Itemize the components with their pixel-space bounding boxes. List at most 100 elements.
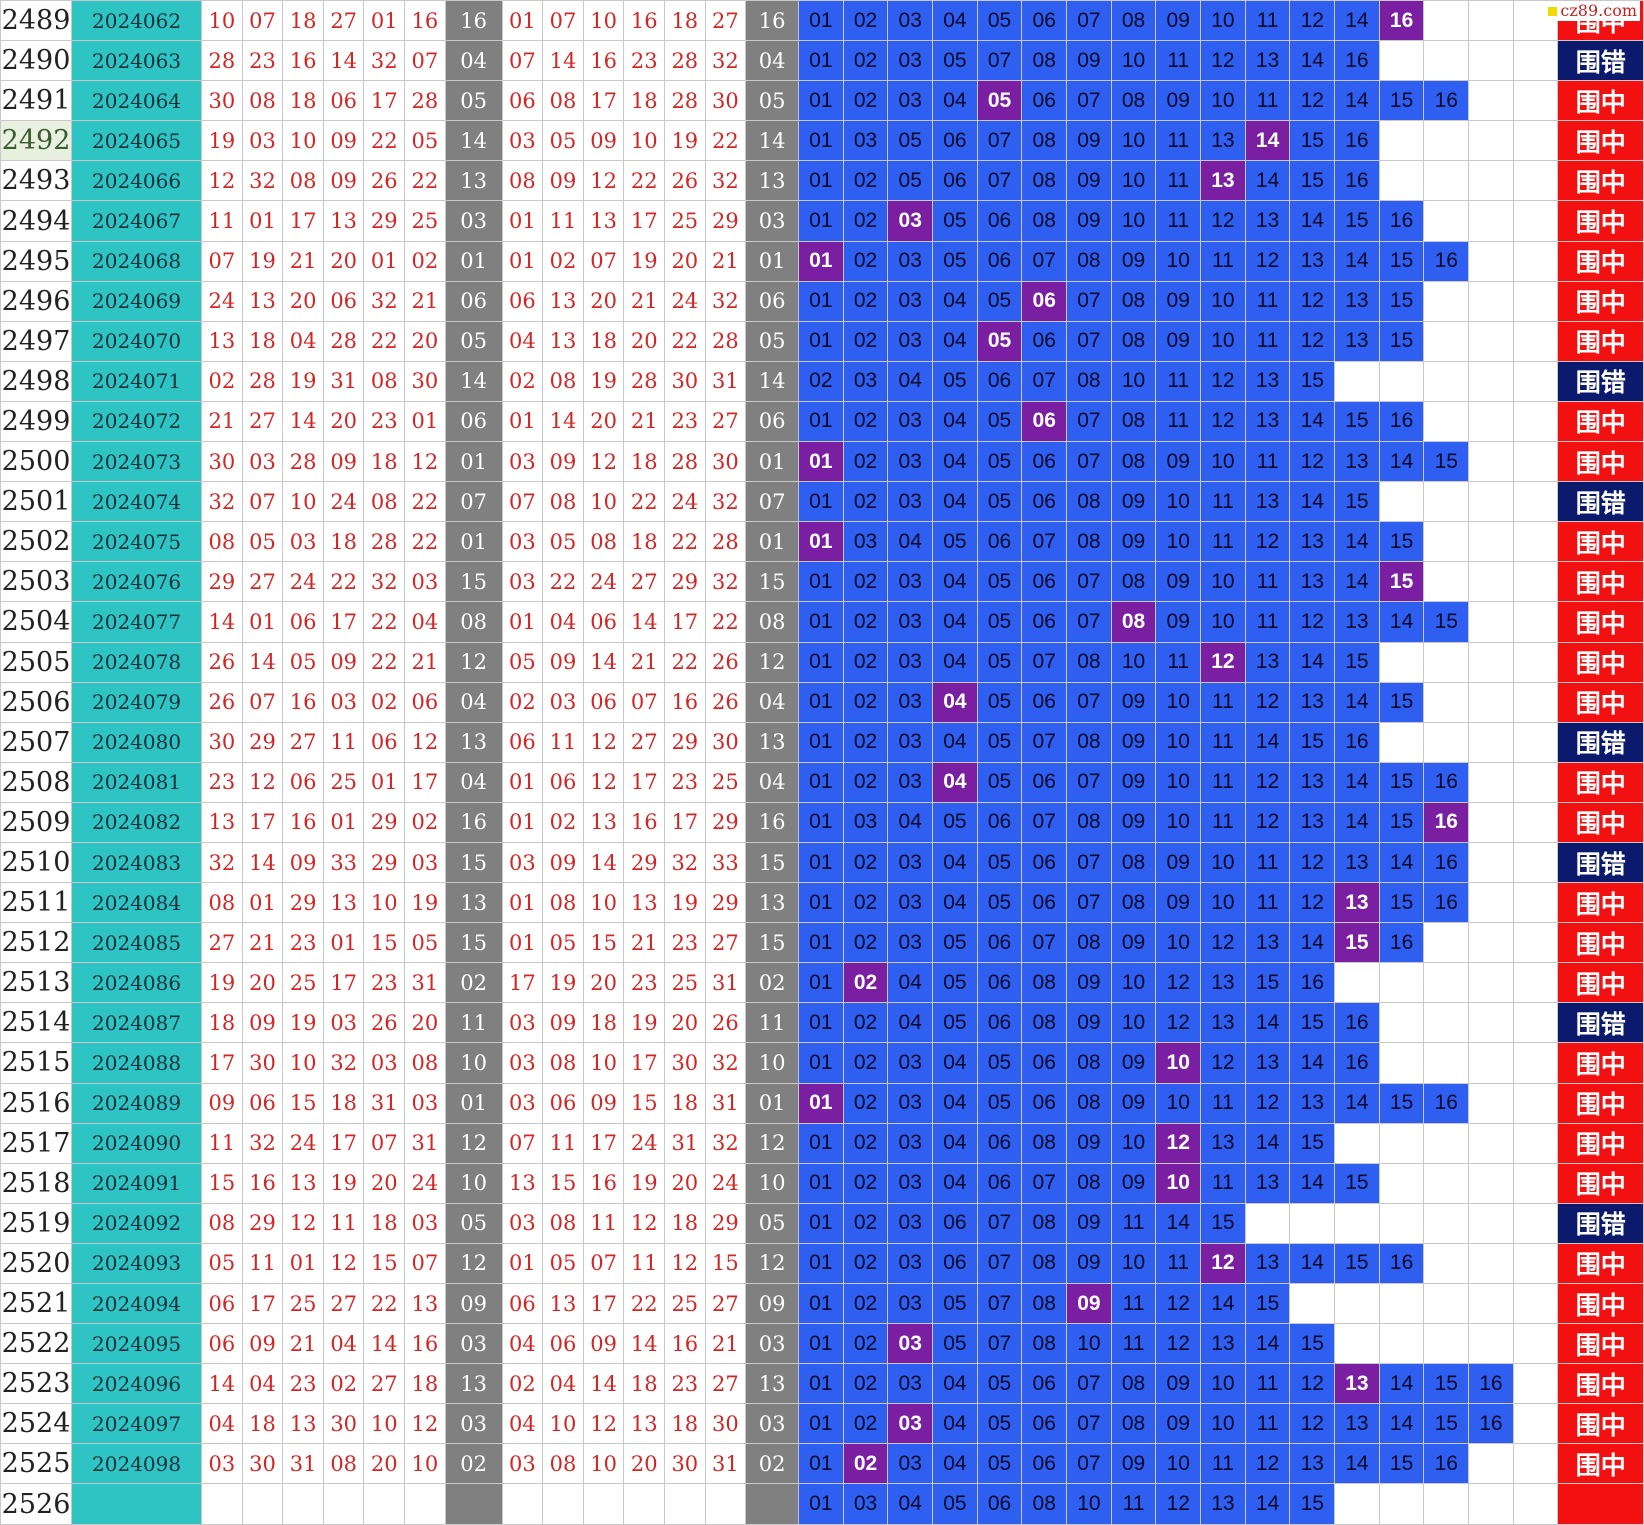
sorted-number-cell[interactable] — [542, 1483, 584, 1525]
empty-cell[interactable] — [1512, 160, 1559, 202]
sorted-number-cell[interactable]: 18 — [623, 441, 665, 483]
candidate-cell[interactable]: 07 — [1021, 240, 1068, 282]
draw-number-cell[interactable]: 02 — [404, 801, 446, 843]
candidate-cell[interactable]: 05 — [932, 240, 978, 282]
sorted-number-cell[interactable]: 32 — [704, 40, 747, 82]
empty-cell[interactable] — [1334, 962, 1380, 1004]
candidate-cell[interactable]: 06 — [1021, 80, 1068, 122]
candidate-cell[interactable]: 07 — [1066, 1363, 1112, 1405]
empty-cell[interactable] — [1468, 1162, 1514, 1204]
candidate-cell[interactable]: 08 — [1021, 200, 1068, 242]
sorted-number-cell[interactable]: 09 — [542, 1002, 584, 1044]
draw-number-cell[interactable]: 03 — [241, 441, 284, 483]
candidate-cell[interactable]: 04 — [932, 1082, 978, 1124]
candidate-cell[interactable]: 10 — [1200, 280, 1246, 322]
candidate-cell[interactable]: 15 — [1200, 1202, 1246, 1244]
empty-cell[interactable] — [1423, 360, 1470, 402]
candidate-cell[interactable]: 07 — [1021, 641, 1068, 683]
result-win-badge[interactable]: 围中 — [1557, 761, 1644, 803]
sorted-number-cell[interactable]: 13 — [623, 882, 665, 924]
draw-number-cell[interactable]: 22 — [363, 120, 406, 162]
empty-cell[interactable] — [1423, 400, 1470, 443]
candidate-cell[interactable]: 02 — [842, 761, 889, 803]
empty-cell[interactable] — [1512, 240, 1559, 282]
candidate-cell[interactable]: 06 — [976, 1002, 1023, 1044]
draw-number-cell[interactable]: 01 — [282, 1242, 324, 1285]
sorted-number-cell[interactable]: 09 — [582, 120, 625, 162]
candidate-cell[interactable]: 12 — [1200, 922, 1246, 964]
sorted-number-cell[interactable]: 20 — [623, 320, 665, 362]
candidate-cell[interactable]: 01 — [798, 1042, 844, 1084]
blue-ball-repeat-cell[interactable]: 03 — [745, 1323, 800, 1365]
sorted-number-cell[interactable]: 21 — [623, 400, 665, 443]
draw-number-cell[interactable]: 01 — [404, 400, 446, 443]
sorted-number-cell[interactable]: 13 — [582, 801, 625, 843]
sorted-number-cell[interactable]: 03 — [501, 120, 544, 162]
draw-number-cell[interactable]: 27 — [241, 400, 284, 443]
sorted-number-cell[interactable]: 18 — [623, 521, 665, 563]
row-number[interactable]: 2491 — [0, 80, 73, 122]
candidate-cell[interactable]: 13 — [1200, 1122, 1246, 1164]
draw-number-cell[interactable]: 10 — [282, 120, 324, 162]
blue-ball-cell[interactable]: 01 — [444, 1082, 503, 1124]
candidate-cell[interactable]: 07 — [1021, 521, 1068, 563]
sorted-number-cell[interactable]: 32 — [704, 1042, 747, 1084]
candidate-cell[interactable]: 12 — [1289, 882, 1336, 924]
candidate-cell[interactable]: 15 — [1378, 882, 1425, 924]
candidate-cell[interactable]: 08 — [1021, 962, 1068, 1004]
row-number[interactable]: 2505 — [0, 641, 73, 683]
sorted-number-cell[interactable]: 26 — [704, 641, 747, 683]
candidate-cell[interactable]: 11 — [1244, 841, 1291, 884]
draw-number-cell[interactable]: 18 — [404, 1363, 446, 1405]
draw-number-cell[interactable]: 20 — [363, 1443, 406, 1485]
draw-number-cell[interactable]: 08 — [363, 481, 406, 523]
candidate-cell[interactable]: 07 — [1021, 801, 1068, 843]
sorted-number-cell[interactable]: 08 — [542, 1042, 584, 1084]
candidate-cell[interactable]: 12 — [1289, 280, 1336, 322]
candidate-cell[interactable]: 12 — [1200, 1042, 1246, 1084]
candidate-cell[interactable]: 06 — [976, 200, 1023, 242]
candidate-cell[interactable]: 09 — [1066, 200, 1112, 242]
draw-number-cell[interactable]: 10 — [282, 1042, 324, 1084]
result-miss-badge[interactable]: 围错 — [1557, 721, 1644, 763]
candidate-cell[interactable]: 02 — [842, 1002, 889, 1044]
result-win-badge[interactable]: 围中 — [1557, 1282, 1644, 1325]
result-miss-badge[interactable]: 围错 — [1557, 841, 1644, 884]
sorted-number-cell[interactable]: 22 — [704, 120, 747, 162]
empty-cell[interactable] — [1423, 641, 1470, 683]
candidate-cell[interactable]: 12 — [1155, 1323, 1202, 1365]
sorted-number-cell[interactable]: 03 — [501, 1443, 544, 1485]
candidate-cell[interactable]: 13 — [1200, 1323, 1246, 1365]
row-number[interactable]: 2496 — [0, 280, 73, 322]
candidate-cell[interactable]: 12 — [1289, 1363, 1336, 1405]
draw-number-cell[interactable]: 14 — [241, 841, 284, 884]
sorted-number-cell[interactable]: 01 — [501, 0, 544, 42]
draw-number-cell[interactable]: 30 — [201, 721, 243, 763]
sorted-number-cell[interactable]: 09 — [582, 1082, 625, 1124]
blue-ball-cell[interactable]: 16 — [444, 801, 503, 843]
draw-number-cell[interactable] — [201, 1483, 243, 1525]
draw-number-cell[interactable]: 01 — [322, 922, 365, 964]
sorted-number-cell[interactable]: 17 — [501, 962, 544, 1004]
draw-number-cell[interactable]: 18 — [241, 320, 284, 362]
draw-number-cell[interactable]: 32 — [363, 280, 406, 322]
blue-ball-repeat-cell[interactable]: 14 — [745, 120, 800, 162]
sorted-number-cell[interactable]: 32 — [704, 481, 747, 523]
sorted-number-cell[interactable]: 02 — [501, 681, 544, 723]
blue-ball-cell[interactable]: 01 — [444, 521, 503, 563]
empty-cell[interactable] — [1378, 641, 1425, 683]
draw-number-cell[interactable]: 12 — [201, 160, 243, 202]
candidate-cell[interactable]: 06 — [1021, 1042, 1068, 1084]
sorted-number-cell[interactable]: 28 — [704, 320, 747, 362]
hit-candidate-cell[interactable]: 14 — [1244, 120, 1291, 162]
sorted-number-cell[interactable]: 24 — [623, 1122, 665, 1164]
draw-number-cell[interactable]: 20 — [363, 1162, 406, 1204]
result-win-badge[interactable]: 围中 — [1557, 1122, 1644, 1164]
draw-number-cell[interactable]: 13 — [322, 200, 365, 242]
sorted-number-cell[interactable]: 33 — [704, 841, 747, 884]
candidate-cell[interactable]: 16 — [1334, 1002, 1380, 1044]
candidate-cell[interactable]: 06 — [932, 120, 978, 162]
sorted-number-cell[interactable] — [623, 1483, 665, 1525]
sorted-number-cell[interactable]: 27 — [704, 922, 747, 964]
draw-number-cell[interactable]: 19 — [404, 882, 446, 924]
